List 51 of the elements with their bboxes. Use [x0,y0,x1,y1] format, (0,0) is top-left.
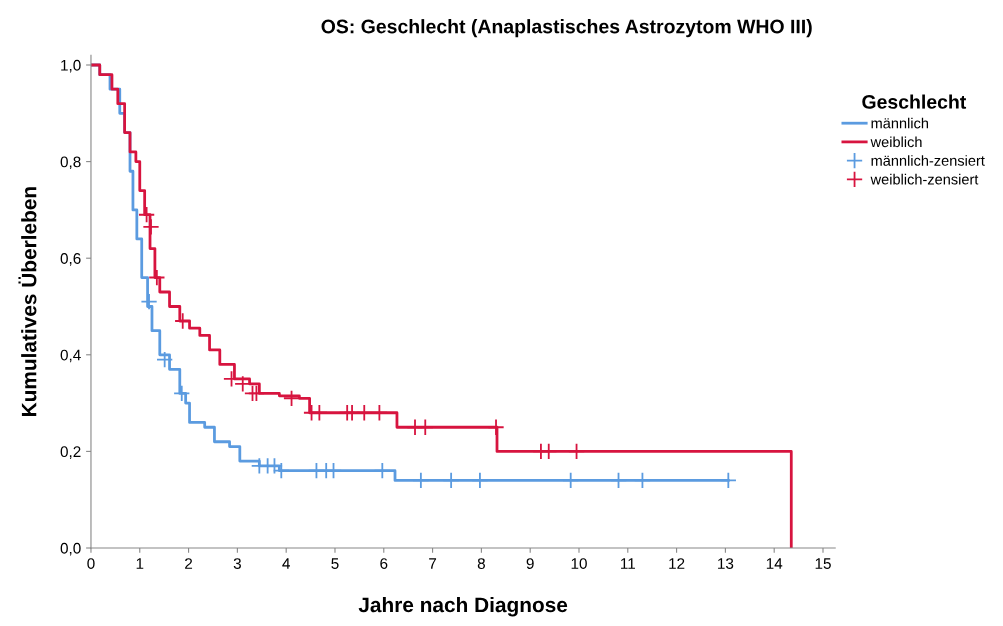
x-tick-label: 0 [87,558,95,569]
point [609,471,628,489]
legend-label: weiblich-zensiert [870,173,979,185]
y-tick-label: 0,6 [60,253,81,266]
legend-label: männlich-zensiert [871,155,985,166]
legend-label: weiblich [870,136,922,148]
point [140,293,158,311]
y-tick-label: 0,4 [60,349,81,363]
x-tick-label: 7 [429,558,437,569]
point [487,418,505,436]
x-tick-label: 4 [282,558,290,569]
point [540,442,558,460]
x-tick-label: 14 [766,558,783,569]
x-axis-title: Jahre nach Diagnose [358,596,568,617]
point [373,462,391,480]
legend-title: Geschlecht [862,94,967,109]
y-axis-title: Kumulatives Überleben [18,187,37,417]
point [174,312,192,330]
x-tick-label: 9 [526,558,534,569]
chart-title: OS: Geschlecht (Anaplastisches Astrozytom WHO III) [321,19,812,38]
legend-label: männlich [871,117,928,129]
x-tick-label: 1 [136,558,144,569]
x-tick-label: 12 [669,558,685,569]
y-tick-label: 1,0 [61,59,81,73]
point [272,462,290,480]
point [148,268,166,287]
point [562,471,580,489]
point [370,404,388,422]
x-tick-label: 15 [815,558,831,569]
x-tick-label: 3 [233,558,241,569]
x-tick-label: 13 [718,558,734,569]
point [719,471,737,489]
x-tick-label: 8 [477,558,485,569]
x-tick-label: 11 [621,558,635,569]
x-tick-label: 6 [380,558,388,569]
x-tick-label: 10 [571,558,587,569]
point [173,384,191,402]
point [156,351,174,369]
point [568,442,586,460]
y-tick-label: 0,2 [60,446,81,459]
point [283,389,301,407]
point [355,404,373,422]
point [633,471,651,489]
point [416,418,434,436]
point [310,404,328,422]
x-tick-label: 5 [331,558,339,569]
x-tick-label: 2 [185,558,193,569]
y-tick-label: 0,0 [60,542,81,556]
point [138,206,156,224]
point [247,384,265,402]
y-tick-label: 0,8 [60,156,81,170]
